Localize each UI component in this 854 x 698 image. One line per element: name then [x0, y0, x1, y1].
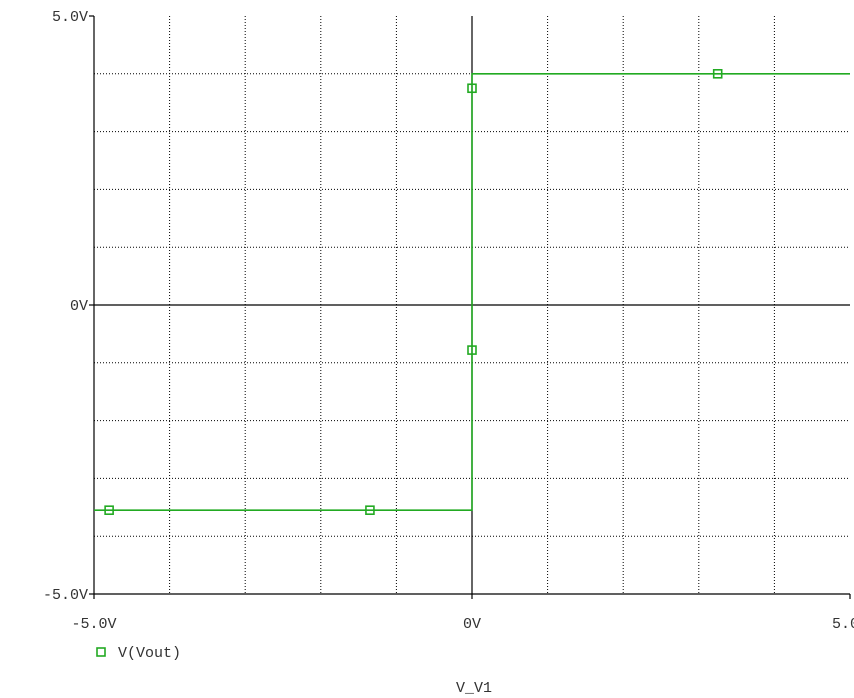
series-layer: [94, 69, 850, 515]
legend-marker-icon: [96, 647, 106, 657]
series-marker: [104, 505, 114, 515]
x-tick-label: -5.0V: [71, 616, 116, 633]
series-line: [94, 73, 850, 511]
series-marker: [712, 69, 723, 79]
legend: V(Vout): [96, 645, 181, 662]
legend-label: V(Vout): [118, 645, 181, 662]
x-axis-label: V_V1: [456, 680, 492, 697]
tick-labels: 5.0V 0V -5.0V -5.0V 0V 5.0V: [43, 9, 854, 633]
x-tick-label: 0V: [463, 616, 481, 633]
x-tick-label: 5.0V: [832, 616, 854, 633]
series-marker: [365, 505, 375, 515]
y-tick-label: -5.0V: [43, 587, 88, 604]
axes: [89, 15, 851, 599]
series-marker: [467, 345, 477, 355]
y-tick-label: 5.0V: [52, 9, 88, 26]
series-marker: [467, 83, 477, 94]
y-tick-label: 0V: [70, 298, 88, 315]
